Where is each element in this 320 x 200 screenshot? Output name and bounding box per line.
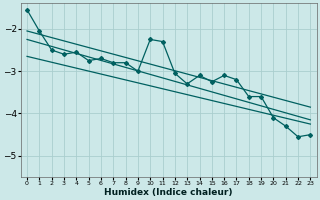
X-axis label: Humidex (Indice chaleur): Humidex (Indice chaleur): [104, 188, 233, 197]
